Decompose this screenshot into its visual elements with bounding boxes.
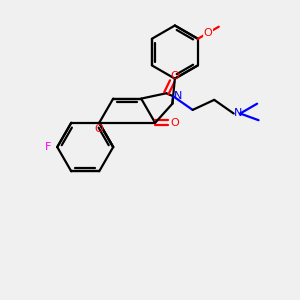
Text: O: O (95, 124, 103, 134)
Text: O: O (171, 70, 179, 80)
Text: F: F (45, 142, 52, 152)
Text: O: O (170, 118, 179, 128)
Text: N: N (174, 91, 183, 101)
Text: N: N (234, 109, 242, 118)
Text: O: O (204, 28, 212, 38)
